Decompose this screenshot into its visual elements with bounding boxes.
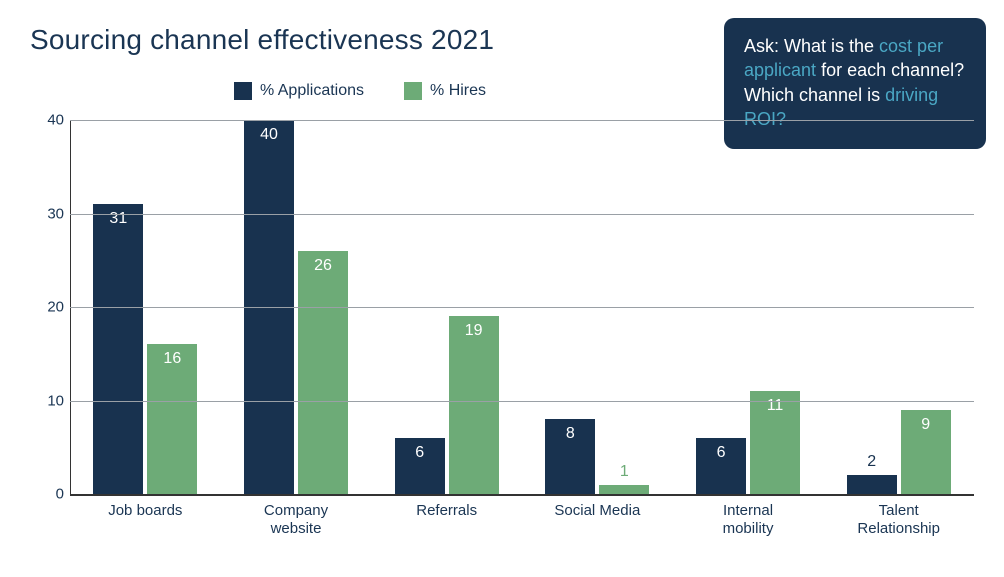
bar-value-label: 16 bbox=[147, 350, 197, 368]
gridline bbox=[70, 214, 974, 215]
chart-legend: % Applications % Hires bbox=[0, 82, 720, 100]
bar-applications: 6 bbox=[395, 438, 445, 494]
bar-value-label: 1 bbox=[599, 463, 649, 481]
bar-value-label: 19 bbox=[449, 322, 499, 340]
gridline bbox=[70, 120, 974, 121]
plot-area: 3116Job boards4026Companywebsite619Refer… bbox=[70, 120, 974, 494]
bar-value-label: 8 bbox=[545, 425, 595, 443]
x-axis-label: Referrals bbox=[371, 494, 522, 520]
bar-hires: 11 bbox=[750, 391, 800, 494]
bar-hires: 26 bbox=[298, 251, 348, 494]
bar-applications: 31 bbox=[93, 204, 143, 494]
legend-item-1: % Hires bbox=[404, 82, 486, 100]
chart-area: 3116Job boards4026Companywebsite619Refer… bbox=[30, 120, 974, 550]
y-tick-label: 30 bbox=[30, 205, 64, 222]
bar-value-label: 6 bbox=[696, 444, 746, 462]
bar-value-label: 26 bbox=[298, 257, 348, 275]
y-tick-label: 20 bbox=[30, 299, 64, 316]
bar-value-label: 9 bbox=[901, 416, 951, 434]
legend-label-0: % Applications bbox=[260, 82, 364, 100]
gridline bbox=[70, 307, 974, 308]
x-axis-label: Internalmobility bbox=[673, 494, 824, 538]
x-axis-label: TalentRelationship bbox=[823, 494, 974, 538]
callout-segment-0: Ask: What is the bbox=[744, 36, 879, 56]
chart-title: Sourcing channel effectiveness 2021 bbox=[30, 24, 494, 56]
y-tick-label: 10 bbox=[30, 392, 64, 409]
bar-value-label: 2 bbox=[847, 453, 897, 471]
legend-item-0: % Applications bbox=[234, 82, 364, 100]
bar-value-label: 6 bbox=[395, 444, 445, 462]
legend-swatch-0 bbox=[234, 82, 252, 100]
legend-label-1: % Hires bbox=[430, 82, 486, 100]
x-axis-label: Companywebsite bbox=[221, 494, 372, 538]
legend-swatch-1 bbox=[404, 82, 422, 100]
gridline bbox=[70, 494, 974, 496]
bar-hires: 19 bbox=[449, 316, 499, 494]
bar-applications: 2 bbox=[847, 475, 897, 494]
bar-applications: 8 bbox=[545, 419, 595, 494]
bar-applications: 6 bbox=[696, 438, 746, 494]
bar-value-label: 40 bbox=[244, 126, 294, 144]
gridline bbox=[70, 401, 974, 402]
bar-hires: 1 bbox=[599, 485, 649, 494]
x-axis-label: Job boards bbox=[70, 494, 221, 520]
y-tick-label: 40 bbox=[30, 112, 64, 129]
x-axis-label: Social Media bbox=[522, 494, 673, 520]
bar-hires: 16 bbox=[147, 344, 197, 494]
y-tick-label: 0 bbox=[30, 486, 64, 503]
bar-hires: 9 bbox=[901, 410, 951, 494]
